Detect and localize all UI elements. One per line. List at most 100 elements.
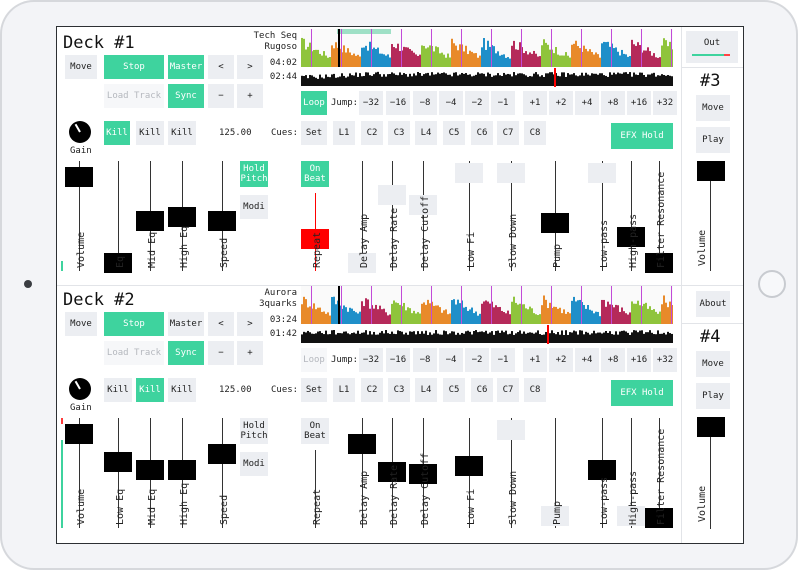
gain-knob[interactable] — [69, 121, 91, 143]
jump-button[interactable]: −2 — [465, 348, 489, 372]
cue-button[interactable]: L4 — [415, 121, 437, 145]
stop-button[interactable]: Stop — [104, 312, 164, 336]
fader-thumb[interactable] — [136, 460, 164, 480]
move-button[interactable]: Move — [65, 55, 97, 79]
about-button[interactable]: About — [696, 291, 730, 317]
load-track-button[interactable]: Load Track — [104, 84, 164, 108]
fader-thumb[interactable] — [104, 452, 132, 472]
master-button[interactable]: Master — [168, 55, 204, 79]
prev-button[interactable]: < — [208, 55, 234, 79]
effect-thumb[interactable] — [645, 253, 673, 273]
cue-button[interactable]: C5 — [443, 378, 465, 402]
pitch-plus-button[interactable]: + — [237, 84, 263, 108]
deck-4-volume-thumb[interactable] — [697, 417, 725, 437]
fader-thumb[interactable] — [168, 207, 196, 227]
home-button[interactable] — [758, 270, 786, 298]
cue-button[interactable]: C7 — [497, 378, 519, 402]
output-button[interactable]: Out — [686, 31, 738, 63]
jump-button[interactable]: +2 — [549, 91, 573, 115]
loop-button[interactable]: Loop — [301, 91, 327, 115]
effect-level[interactable] — [378, 185, 406, 205]
hold-pitch-button[interactable]: Hold Pitch — [240, 418, 268, 444]
fader-thumb[interactable] — [208, 211, 236, 231]
cue-button[interactable]: C3 — [388, 121, 410, 145]
effect-thumb[interactable] — [409, 464, 437, 484]
efx-hold-button[interactable]: EFX Hold — [611, 123, 673, 149]
jump-button[interactable]: +2 — [549, 348, 573, 372]
cue-button[interactable]: C3 — [388, 378, 410, 402]
effect-thumb[interactable] — [617, 227, 645, 247]
cue-button[interactable]: C7 — [497, 121, 519, 145]
deck-3-volume-thumb[interactable] — [697, 161, 725, 181]
fader-thumb[interactable] — [168, 460, 196, 480]
effect-level[interactable] — [588, 163, 616, 183]
jump-button[interactable]: +8 — [601, 348, 625, 372]
deck-4-move-button[interactable]: Move — [696, 351, 730, 377]
gain-knob[interactable] — [69, 378, 91, 400]
kill-mid-button[interactable]: Kill — [136, 121, 164, 145]
effect-thumb[interactable] — [301, 229, 329, 249]
cue-button[interactable]: C8 — [524, 378, 546, 402]
jump-button[interactable]: −16 — [386, 348, 410, 372]
deck-4-play-button[interactable]: Play — [696, 383, 730, 409]
on-beat-button[interactable]: On Beat — [301, 418, 329, 444]
effect-level[interactable] — [497, 420, 525, 440]
jump-button[interactable]: +16 — [627, 348, 651, 372]
jump-button[interactable]: +1 — [523, 91, 547, 115]
prev-button[interactable]: < — [208, 312, 234, 336]
cue-button[interactable]: C6 — [471, 121, 493, 145]
pitch-minus-button[interactable]: − — [208, 84, 234, 108]
cue-button[interactable]: L4 — [415, 378, 437, 402]
kill-mid-button[interactable]: Kill — [136, 378, 164, 402]
effect-thumb[interactable] — [455, 456, 483, 476]
overview-waveform[interactable] — [301, 70, 673, 86]
move-button[interactable]: Move — [65, 312, 97, 336]
cue-button[interactable]: L1 — [333, 121, 355, 145]
kill-high-button[interactable]: Kill — [168, 378, 196, 402]
cue-button[interactable]: C5 — [443, 121, 465, 145]
effect-level[interactable] — [455, 163, 483, 183]
kill-low-button[interactable]: Kill — [104, 121, 130, 145]
hold-pitch-button[interactable]: Hold Pitch — [240, 161, 268, 187]
efx-hold-button[interactable]: EFX Hold — [611, 380, 673, 406]
pitch-minus-button[interactable]: − — [208, 341, 234, 365]
jump-button[interactable]: −8 — [413, 91, 437, 115]
master-button[interactable]: Master — [168, 312, 204, 336]
effect-thumb[interactable] — [541, 213, 569, 233]
effect-level[interactable] — [409, 195, 437, 215]
effect-thumb[interactable] — [378, 462, 406, 482]
jump-button[interactable]: +4 — [575, 348, 599, 372]
fader-thumb[interactable] — [65, 424, 93, 444]
pitch-plus-button[interactable]: + — [237, 341, 263, 365]
jump-button[interactable]: +4 — [575, 91, 599, 115]
cue-button[interactable]: C8 — [524, 121, 546, 145]
jump-button[interactable]: +16 — [627, 91, 651, 115]
cue-button[interactable]: C2 — [361, 121, 383, 145]
jump-button[interactable]: −1 — [491, 348, 515, 372]
sync-button[interactable]: Sync — [168, 84, 204, 108]
jump-button[interactable]: −4 — [439, 91, 463, 115]
load-track-button[interactable]: Load Track — [104, 341, 164, 365]
cue-set-button[interactable]: Set — [301, 378, 327, 402]
jump-button[interactable]: −32 — [359, 91, 383, 115]
effect-level[interactable] — [348, 253, 376, 273]
modi-button[interactable]: Modi — [240, 195, 268, 219]
jump-button[interactable]: +32 — [653, 348, 677, 372]
effect-level[interactable] — [497, 163, 525, 183]
on-beat-button[interactable]: On Beat — [301, 161, 329, 187]
effect-thumb[interactable] — [588, 460, 616, 480]
effect-level[interactable] — [541, 506, 569, 526]
jump-button[interactable]: −16 — [386, 91, 410, 115]
effect-thumb[interactable] — [348, 434, 376, 454]
jump-button[interactable]: −32 — [359, 348, 383, 372]
effect-thumb[interactable] — [645, 508, 673, 528]
jump-button[interactable]: +1 — [523, 348, 547, 372]
fader-thumb[interactable] — [208, 444, 236, 464]
cue-button[interactable]: C2 — [361, 378, 383, 402]
jump-button[interactable]: +32 — [653, 91, 677, 115]
jump-button[interactable]: −2 — [465, 91, 489, 115]
deck-3-play-button[interactable]: Play — [696, 127, 730, 153]
stop-button[interactable]: Stop — [104, 55, 164, 79]
fader-thumb[interactable] — [104, 253, 132, 273]
deck-3-move-button[interactable]: Move — [696, 95, 730, 121]
